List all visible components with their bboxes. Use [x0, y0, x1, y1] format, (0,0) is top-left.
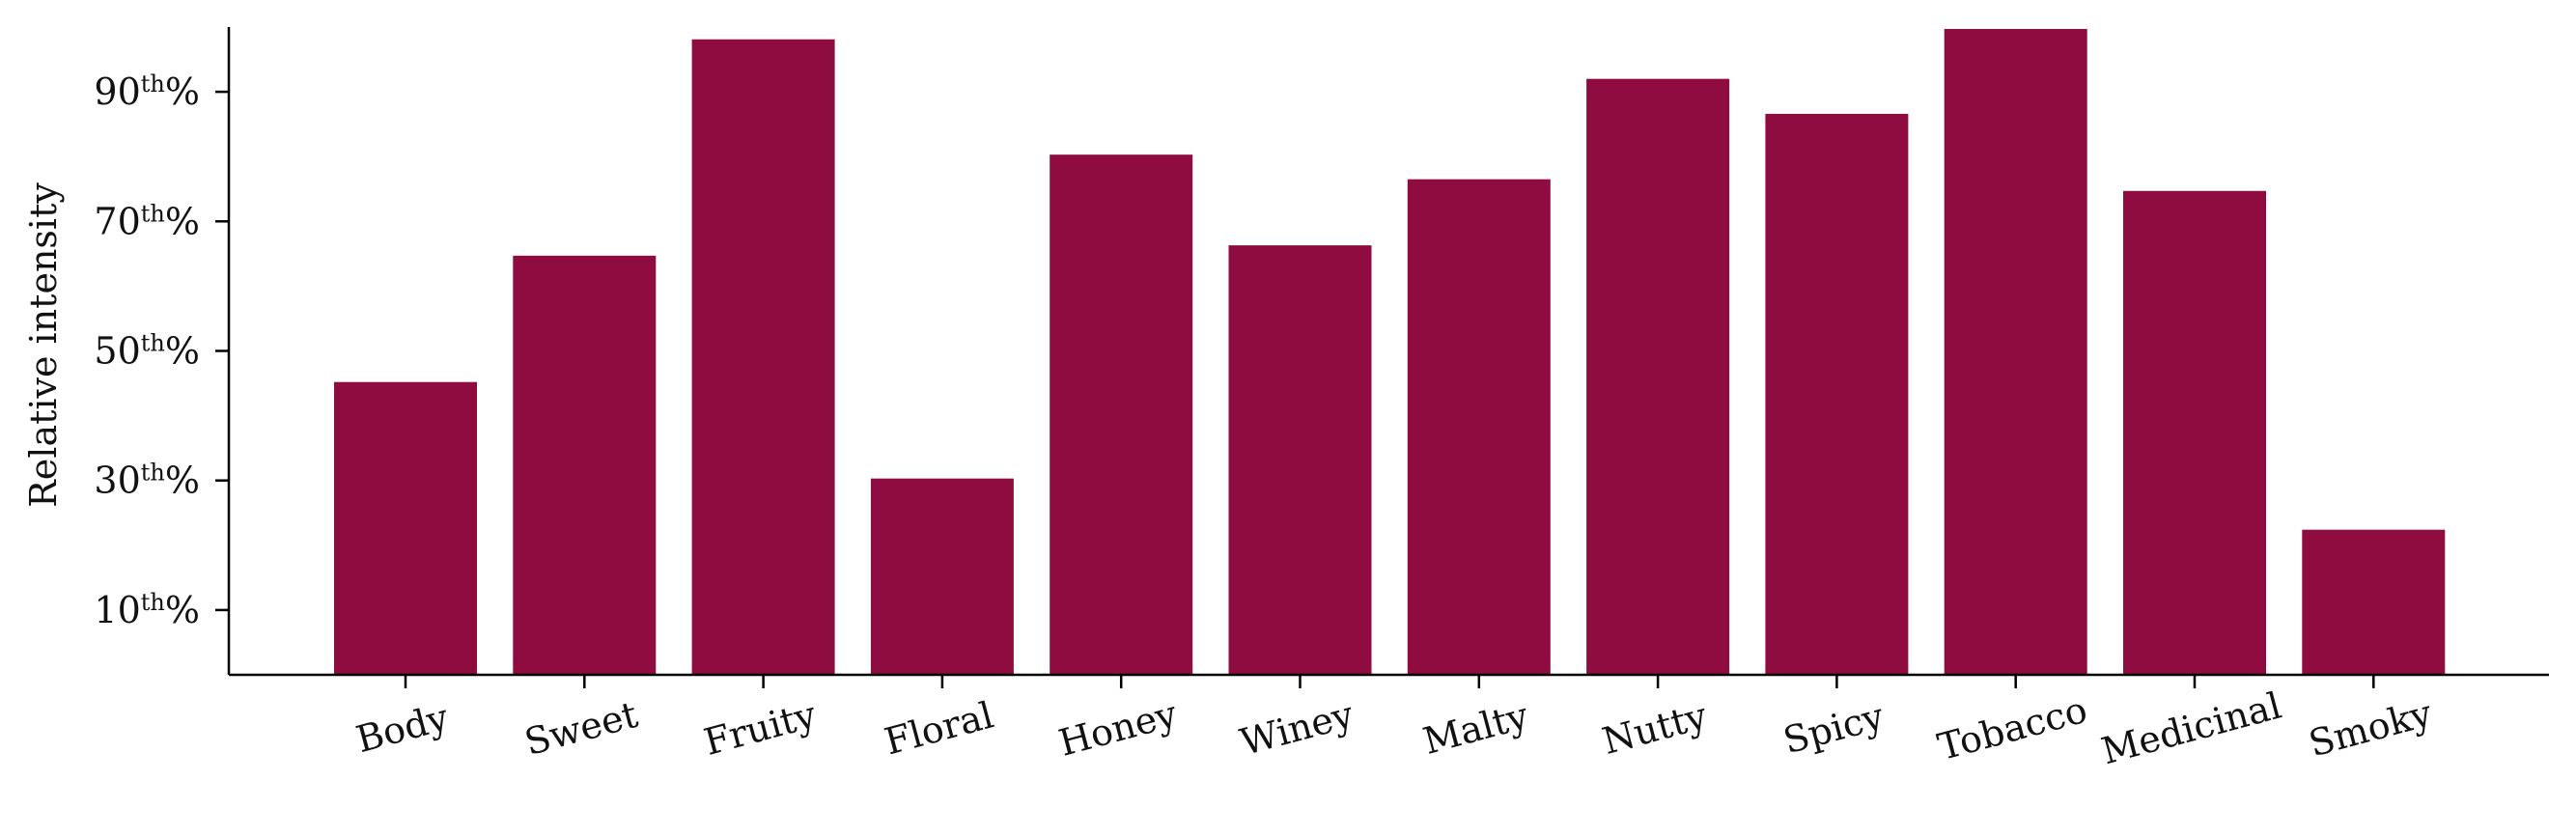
x-tick-label: Tobacco [1933, 688, 2091, 768]
x-tick-label: Sweet [520, 693, 642, 764]
x-tick-label: Nutty [1598, 694, 1712, 763]
y-axis-label: Relative intensity [22, 182, 65, 508]
y-tick-label: 50th% [94, 330, 200, 373]
bar-smoky [2302, 529, 2446, 675]
y-ticks-group: 10th% 30th% 50th% 70th% 90th% [94, 70, 229, 631]
x-tick-label: Malty [1418, 694, 1533, 763]
bar-malty [1407, 179, 1551, 675]
x-tick-label: Honey [1054, 692, 1182, 765]
bar-nutty [1586, 78, 1730, 676]
bar-spicy [1765, 113, 1909, 675]
bar-tobacco [1944, 29, 2087, 675]
bar-floral [870, 478, 1014, 675]
bar-fruity [691, 39, 835, 675]
x-tick-label: Medicinal [2097, 684, 2285, 773]
bar-sweet [513, 255, 657, 675]
bar-honey [1050, 154, 1193, 675]
x-tick-label: Floral [881, 693, 998, 763]
x-tick-label: Smoky [2305, 691, 2437, 765]
y-tick-label: 10th% [94, 589, 200, 631]
bar-winey [1228, 245, 1372, 675]
x-tick-label: Spicy [1779, 694, 1890, 762]
y-tick-label: 70th% [94, 200, 200, 242]
bars-group [334, 29, 2446, 676]
x-tick-label: Body [351, 696, 453, 762]
x-ticks-group: Body Sweet Fruity Floral Honey Winey Malty Nutt… [351, 675, 2437, 773]
x-tick-label: Winey [1236, 693, 1358, 764]
x-tick-label: Fruity [700, 693, 822, 764]
y-tick-label: 90th% [94, 70, 200, 113]
y-tick-label: 30th% [94, 460, 200, 502]
bar-medicinal [2123, 190, 2266, 675]
bar-body [334, 381, 477, 675]
